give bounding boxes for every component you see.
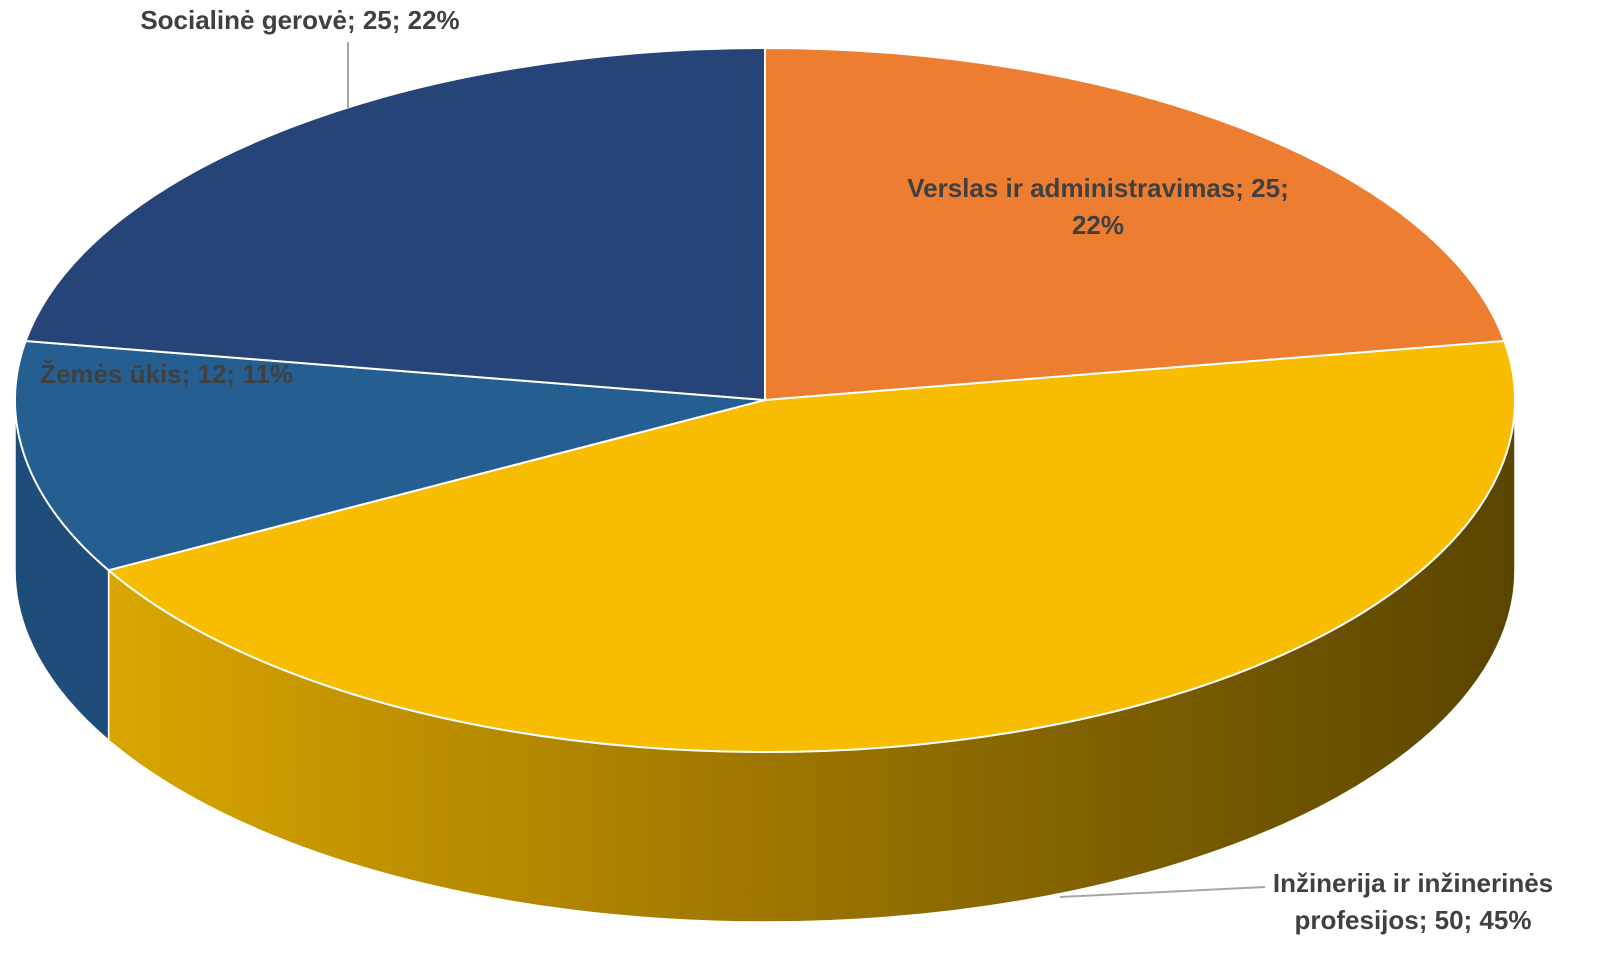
data-label: 22%: [1072, 210, 1124, 240]
slice: [764, 46, 1506, 402]
data-label: Žemės ūkis; 12; 11%: [40, 359, 293, 389]
slice: [106, 339, 1516, 753]
data-label: profesijos; 50; 45%: [1295, 905, 1532, 935]
pie-tops: [14, 46, 1516, 753]
slice: [24, 46, 766, 402]
data-label: Inžinerija ir inžinerinės: [1273, 868, 1553, 898]
data-label: Verslas ir administravimas; 25;: [907, 173, 1289, 203]
data-labels: Verslas ir administravimas; 25; 22% Inžine…: [40, 5, 1553, 935]
data-label: Socialinė gerovė; 25; 22%: [140, 5, 459, 35]
slice: [14, 339, 766, 572]
leader-line: [1059, 886, 1266, 898]
